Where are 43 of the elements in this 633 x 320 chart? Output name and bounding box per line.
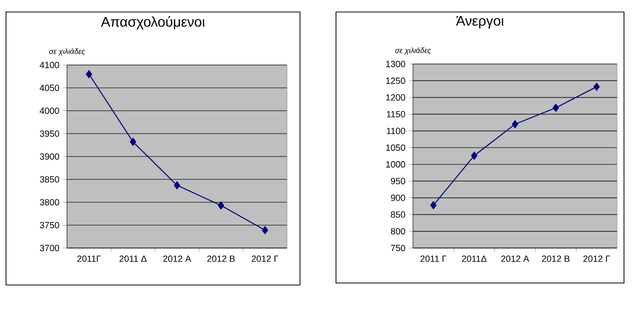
y-tick-label: 4000 (40, 108, 60, 114)
y-tick-label: 1050 (386, 144, 406, 151)
point (430, 201, 437, 210)
y-tick-label: 850 (390, 211, 406, 218)
point (512, 120, 518, 128)
y-tick-label: 1300 (386, 60, 406, 68)
y-tick-label: 1200 (386, 94, 406, 101)
y-tick-label: 800 (390, 228, 406, 234)
point (174, 181, 180, 190)
point (130, 138, 136, 146)
point (471, 152, 478, 160)
x-tick-label: 2011Δ (462, 256, 487, 262)
y-tick-label: 3850 (40, 176, 60, 183)
y-tick-label: 900 (390, 194, 406, 201)
chart-title: Άνεργοι (456, 16, 504, 29)
x-tick-label: 2012 Α (501, 256, 530, 262)
y-tick-label: 3950 (40, 130, 60, 137)
x-tick-label: 2012 Β (207, 256, 235, 262)
point (552, 104, 559, 112)
y-tick-label: 1100 (386, 128, 406, 134)
y-tick-label: 750 (390, 244, 406, 252)
y-tick-label: 1150 (386, 111, 406, 118)
y-tick-label: 1250 (386, 78, 406, 84)
point (86, 70, 92, 78)
x-tick-label: 2011Γ (77, 256, 101, 262)
x-tick-label: 2011 Δ (120, 256, 147, 262)
x-tick-label: 2012 Γ (252, 256, 278, 262)
x-tick-label: 2012 Α (163, 256, 192, 262)
y-tick-label: 950 (390, 178, 406, 184)
y-tick-label: 3700 (40, 244, 60, 252)
x-tick-label: 2012 Γ (583, 256, 610, 262)
x-tick-label: 2011 Γ (420, 256, 447, 262)
y-tick-label: 1000 (386, 161, 406, 168)
x-tick-label: 2012 Β (542, 256, 570, 262)
point (218, 201, 224, 210)
y-tick-label: 3800 (40, 199, 60, 206)
y-tick-label: 3900 (40, 153, 60, 160)
point (262, 226, 268, 234)
y-tick-label: 4050 (40, 84, 60, 92)
point (593, 82, 600, 91)
chart-title: Απασχολούμενοι (101, 16, 205, 30)
y-tick-label: 4100 (40, 62, 60, 68)
y-tick-label: 3750 (40, 222, 60, 228)
